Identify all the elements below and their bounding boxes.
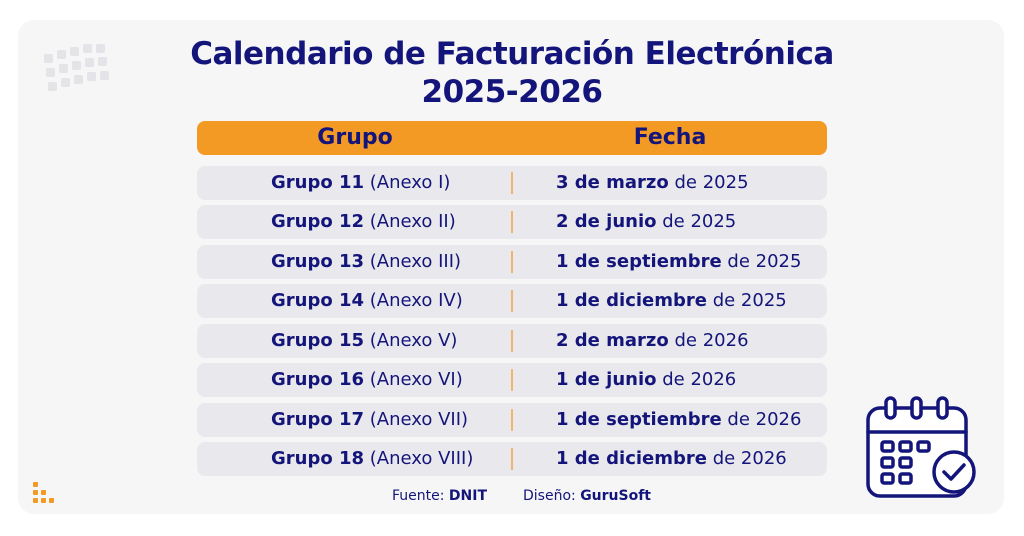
fecha-cell: 2 de marzo de 2026: [556, 324, 749, 358]
column-divider: [511, 330, 513, 352]
table-row: Grupo 14 (Anexo IV) 1 de diciembre de 20…: [197, 284, 827, 318]
column-divider: [511, 290, 513, 312]
grupo-cell: Grupo 14 (Anexo IV): [271, 284, 463, 318]
table-row: Grupo 13 (Anexo III) 1 de septiembre de …: [197, 245, 827, 279]
design-label: Diseño:: [523, 488, 581, 504]
table-row: Grupo 16 (Anexo VI) 1 de junio de 2026: [197, 363, 827, 397]
table-row: Grupo 11 (Anexo I) 3 de marzo de 2025: [197, 166, 827, 200]
fecha-cell: 1 de septiembre de 2026: [556, 403, 801, 437]
gurusoft-logo-icon: [33, 482, 54, 503]
grupo-number: Grupo 15: [271, 330, 365, 351]
column-divider: [511, 409, 513, 431]
grupo-number: Grupo 17: [271, 409, 365, 430]
grupo-cell: Grupo 16 (Anexo VI): [271, 363, 463, 397]
table-row: Grupo 18 (Anexo VIII) 1 de diciembre de …: [197, 442, 827, 476]
grupo-number: Grupo 14: [271, 290, 365, 311]
column-header-grupo: Grupo: [317, 125, 393, 150]
anexo-label: (Anexo IV): [364, 290, 463, 311]
table-header: Grupo Fecha: [197, 121, 827, 155]
fecha-year: de 2026: [721, 409, 802, 430]
fecha-cell: 1 de junio de 2026: [556, 363, 736, 397]
fecha-date: 1 de septiembre: [556, 409, 722, 430]
anexo-label: (Anexo II): [364, 211, 456, 232]
fecha-cell: 1 de diciembre de 2025: [556, 284, 787, 318]
grupo-cell: Grupo 12 (Anexo II): [271, 205, 456, 239]
fecha-year: de 2025: [706, 290, 787, 311]
fecha-date: 3 de marzo: [556, 172, 669, 193]
table-row: Grupo 17 (Anexo VII) 1 de septiembre de …: [197, 403, 827, 437]
fecha-cell: 3 de marzo de 2025: [556, 166, 749, 200]
grupo-number: Grupo 13: [271, 251, 365, 272]
anexo-label: (Anexo VI): [364, 369, 463, 390]
fecha-cell: 2 de junio de 2025: [556, 205, 736, 239]
fecha-year: de 2026: [668, 330, 749, 351]
fecha-date: 2 de junio: [556, 211, 657, 232]
grupo-number: Grupo 11: [271, 172, 365, 193]
column-divider: [511, 369, 513, 391]
table-row: Grupo 12 (Anexo II) 2 de junio de 2025: [197, 205, 827, 239]
source-label: Fuente:: [392, 488, 449, 504]
column-divider: [511, 251, 513, 273]
grupo-number: Grupo 16: [271, 369, 365, 390]
calendar-check-icon: [866, 396, 976, 498]
anexo-label: (Anexo V): [364, 330, 458, 351]
grupo-cell: Grupo 11 (Anexo I): [271, 166, 450, 200]
fecha-year: de 2025: [721, 251, 802, 272]
footer-design: Diseño: GuruSoft: [523, 488, 651, 504]
fecha-date: 1 de diciembre: [556, 448, 707, 469]
grupo-cell: Grupo 15 (Anexo V): [271, 324, 457, 358]
column-divider: [511, 211, 513, 233]
fecha-date: 1 de septiembre: [556, 251, 722, 272]
footer-source: Fuente: DNIT: [392, 488, 487, 504]
grupo-cell: Grupo 13 (Anexo III): [271, 245, 461, 279]
column-header-fecha: Fecha: [633, 125, 707, 150]
anexo-label: (Anexo III): [364, 251, 462, 272]
table-row: Grupo 15 (Anexo V) 2 de marzo de 2026: [197, 324, 827, 358]
fecha-year: de 2025: [668, 172, 749, 193]
grupo-number: Grupo 18: [271, 448, 365, 469]
design-value: GuruSoft: [580, 488, 652, 504]
anexo-label: (Anexo I): [364, 172, 451, 193]
page-title: Calendario de Facturación Electrónica: [190, 36, 834, 72]
fecha-year: de 2026: [706, 448, 787, 469]
fecha-date: 1 de junio: [556, 369, 657, 390]
column-divider: [511, 172, 513, 194]
anexo-label: (Anexo VII): [364, 409, 469, 430]
source-value: DNIT: [448, 488, 488, 504]
grupo-cell: Grupo 17 (Anexo VII): [271, 403, 468, 437]
anexo-label: (Anexo VIII): [364, 448, 474, 469]
fecha-year: de 2026: [656, 369, 737, 390]
fecha-cell: 1 de diciembre de 2026: [556, 442, 787, 476]
fecha-date: 2 de marzo: [556, 330, 669, 351]
fecha-year: de 2025: [656, 211, 737, 232]
grupo-cell: Grupo 18 (Anexo VIII): [271, 442, 473, 476]
fecha-cell: 1 de septiembre de 2025: [556, 245, 801, 279]
grupo-number: Grupo 12: [271, 211, 365, 232]
fecha-date: 1 de diciembre: [556, 290, 707, 311]
column-divider: [511, 448, 513, 470]
dot-grid-icon: [44, 44, 109, 91]
page-subtitle-years: 2025-2026: [421, 74, 603, 110]
